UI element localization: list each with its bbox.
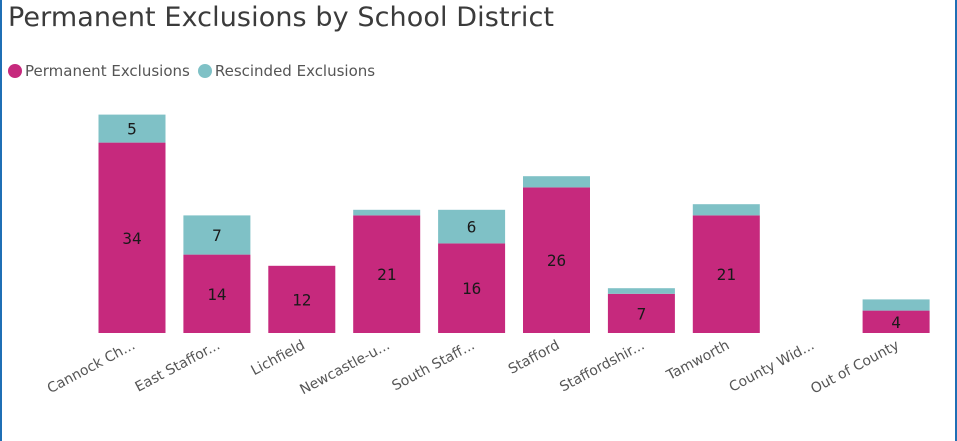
data-label-permanent-4: 16: [462, 279, 481, 298]
x-tick-label-2: Lichfield: [249, 337, 308, 379]
legend-label-rescinded: Rescinded Exclusions: [214, 62, 376, 80]
legend-marker-permanent: [8, 64, 22, 78]
legend: Permanent Exclusions Rescinded Exclusion…: [8, 61, 383, 81]
x-tick-label-4: South Staff...: [390, 337, 478, 394]
bar-rescinded-9[interactable]: [862, 299, 930, 311]
bar-permanent-5[interactable]: [523, 187, 590, 333]
x-tick-label-7: Tamworth: [663, 337, 732, 384]
legend-marker-rescinded: [197, 64, 212, 78]
data-label-rescinded-0: 5: [127, 120, 137, 139]
legend-label-permanent: Permanent Exclusions: [25, 62, 190, 80]
bar-permanent-3[interactable]: [353, 215, 421, 333]
bar-rescinded-7[interactable]: [692, 204, 760, 216]
data-label-rescinded-1: 7: [212, 226, 222, 245]
data-label-permanent-2: 12: [292, 290, 311, 309]
x-tick-label-8: County Wid...: [727, 337, 817, 395]
x-tick-label-6: Staffordshir...: [557, 337, 647, 395]
data-label-permanent-7: 21: [717, 265, 736, 284]
bar-permanent-2[interactable]: [268, 265, 336, 333]
bar-rescinded-1[interactable]: [183, 215, 251, 255]
data-label-permanent-6: 7: [637, 304, 647, 323]
x-tick-label-9: Out of County: [808, 337, 902, 397]
data-label-permanent-9: 4: [891, 313, 901, 332]
x-tick-label-3: Newcastle-u...: [297, 337, 392, 398]
chart-title: Permanent Exclusions by School District: [8, 2, 555, 33]
data-label-permanent-5: 26: [547, 251, 566, 270]
bar-permanent-4[interactable]: [438, 243, 506, 333]
bar-permanent-0[interactable]: [98, 142, 166, 333]
data-label-rescinded-4: 6: [467, 218, 477, 237]
bar-rescinded-6[interactable]: [607, 288, 675, 294]
x-tick-label-0: Cannock Ch...: [45, 337, 138, 397]
bar-rescinded-4[interactable]: [438, 209, 506, 244]
x-tick-label-1: East Staffor...: [133, 337, 223, 395]
legend-item-rescinded[interactable]: Rescinded Exclusions: [197, 62, 376, 80]
bar-rescinded-0[interactable]: [98, 114, 166, 143]
x-tick-label-5: Stafford: [506, 337, 563, 377]
legend-item-permanent[interactable]: Permanent Exclusions: [8, 62, 190, 80]
bar-permanent-7[interactable]: [692, 215, 760, 333]
data-label-permanent-0: 34: [122, 229, 141, 248]
data-label-permanent-1: 14: [207, 285, 226, 304]
bar-permanent-9[interactable]: [862, 310, 930, 333]
data-label-permanent-3: 21: [377, 265, 396, 284]
bar-rescinded-5[interactable]: [523, 176, 590, 188]
bar-permanent-1[interactable]: [183, 254, 251, 333]
bar-rescinded-3[interactable]: [353, 209, 421, 216]
bar-permanent-6[interactable]: [607, 293, 675, 333]
